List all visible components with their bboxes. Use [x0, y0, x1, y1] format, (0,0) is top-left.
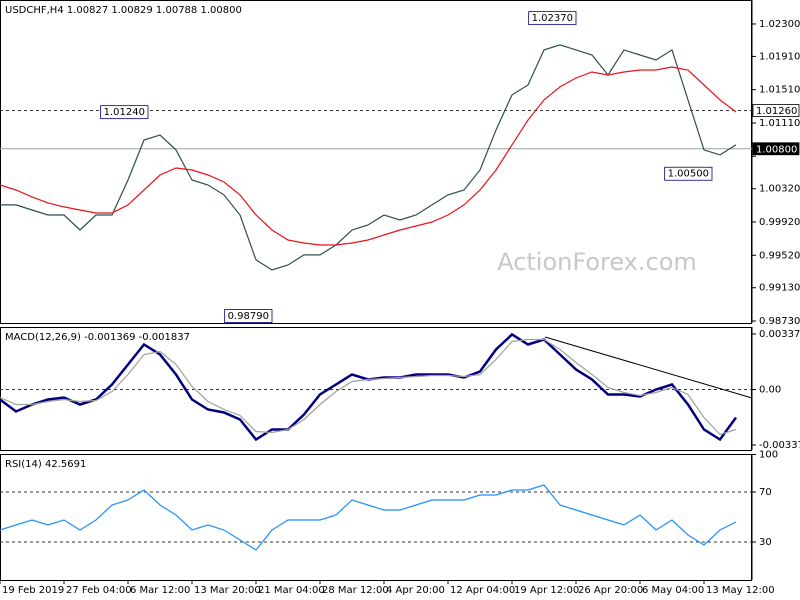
y-tick-label: 1.01110 — [759, 118, 800, 129]
panel-title: MACD(12,26,9) -0.001369 -0.001837 — [5, 332, 190, 343]
panel-title: USDCHF,H4 1.00827 1.00829 1.00788 1.0080… — [5, 5, 242, 16]
series-line — [0, 338, 737, 436]
y-tick-label: 1.02300 — [759, 19, 800, 30]
y-tick-label: -0.003373 — [759, 440, 800, 451]
y-tick-label: 1.00320 — [759, 184, 800, 195]
x-tick-label: 13 May 12:00 — [706, 585, 775, 596]
x-tick-label: 4 Apr 20:00 — [386, 585, 445, 596]
annotation: 0.98790 — [224, 309, 273, 323]
y-tick-label: 0.00 — [759, 385, 781, 396]
annotation-box — [100, 105, 149, 120]
y-tick-label: 1.01910 — [759, 51, 800, 62]
annotation-box — [664, 166, 713, 181]
annotation: 1.00500 — [664, 166, 713, 181]
y-tick-label: 0.99520 — [759, 250, 800, 261]
series-line — [0, 332, 738, 442]
x-tick-label: 21 Mar 04:00 — [258, 585, 325, 596]
panel-frame — [0, 327, 752, 451]
panel-title: RSI(14) 42.5691 — [5, 459, 86, 470]
level-label-box — [752, 142, 800, 156]
y-tick-label: 70 — [759, 487, 772, 498]
x-tick-label: 19 Apr 12:00 — [514, 585, 579, 596]
x-tick-label: 6 May 04:00 — [642, 585, 704, 596]
x-tick-label: 28 Mar 12:00 — [322, 585, 389, 596]
annotation-box — [528, 11, 577, 26]
x-tick-label: 19 Feb 2019 — [2, 585, 64, 596]
y-tick-label: 100 — [759, 450, 778, 461]
x-tick-label: 27 Feb 04:00 — [66, 585, 132, 596]
annotation-label: 0.98790 — [228, 311, 269, 322]
y-tick-label: 0.99130 — [759, 283, 800, 294]
level-label: 1.00800 — [756, 144, 797, 155]
series-line — [0, 484, 737, 551]
series-line — [0, 44, 737, 271]
watermark: ActionForex.com — [497, 248, 697, 276]
x-tick-label: 12 Apr 04:00 — [450, 585, 515, 596]
y-tick-label: 0.003377 — [759, 329, 800, 340]
trendline — [544, 336, 753, 399]
x-tick-label: 26 Apr 20:00 — [578, 585, 643, 596]
level-label: 1.01260 — [756, 106, 797, 117]
y-tick-label: 0.98730 — [759, 316, 800, 327]
panel-frame — [0, 454, 752, 581]
y-tick-label: 1.01510 — [759, 85, 800, 96]
level-label-box — [752, 104, 800, 117]
series-line — [0, 66, 737, 246]
annotation: 1.01240 — [100, 105, 149, 120]
y-tick-label: 30 — [759, 537, 772, 548]
annotation-label: 1.00500 — [668, 169, 709, 180]
x-tick-label: 13 Mar 20:00 — [194, 585, 261, 596]
x-tick-label: 6 Mar 12:00 — [130, 585, 190, 596]
annotation-label: 1.01240 — [104, 107, 145, 118]
annotation-box — [224, 309, 273, 323]
annotation-label: 1.02370 — [532, 13, 573, 24]
annotation: 1.02370 — [528, 11, 577, 26]
y-tick-label: 0.99920 — [759, 217, 800, 228]
